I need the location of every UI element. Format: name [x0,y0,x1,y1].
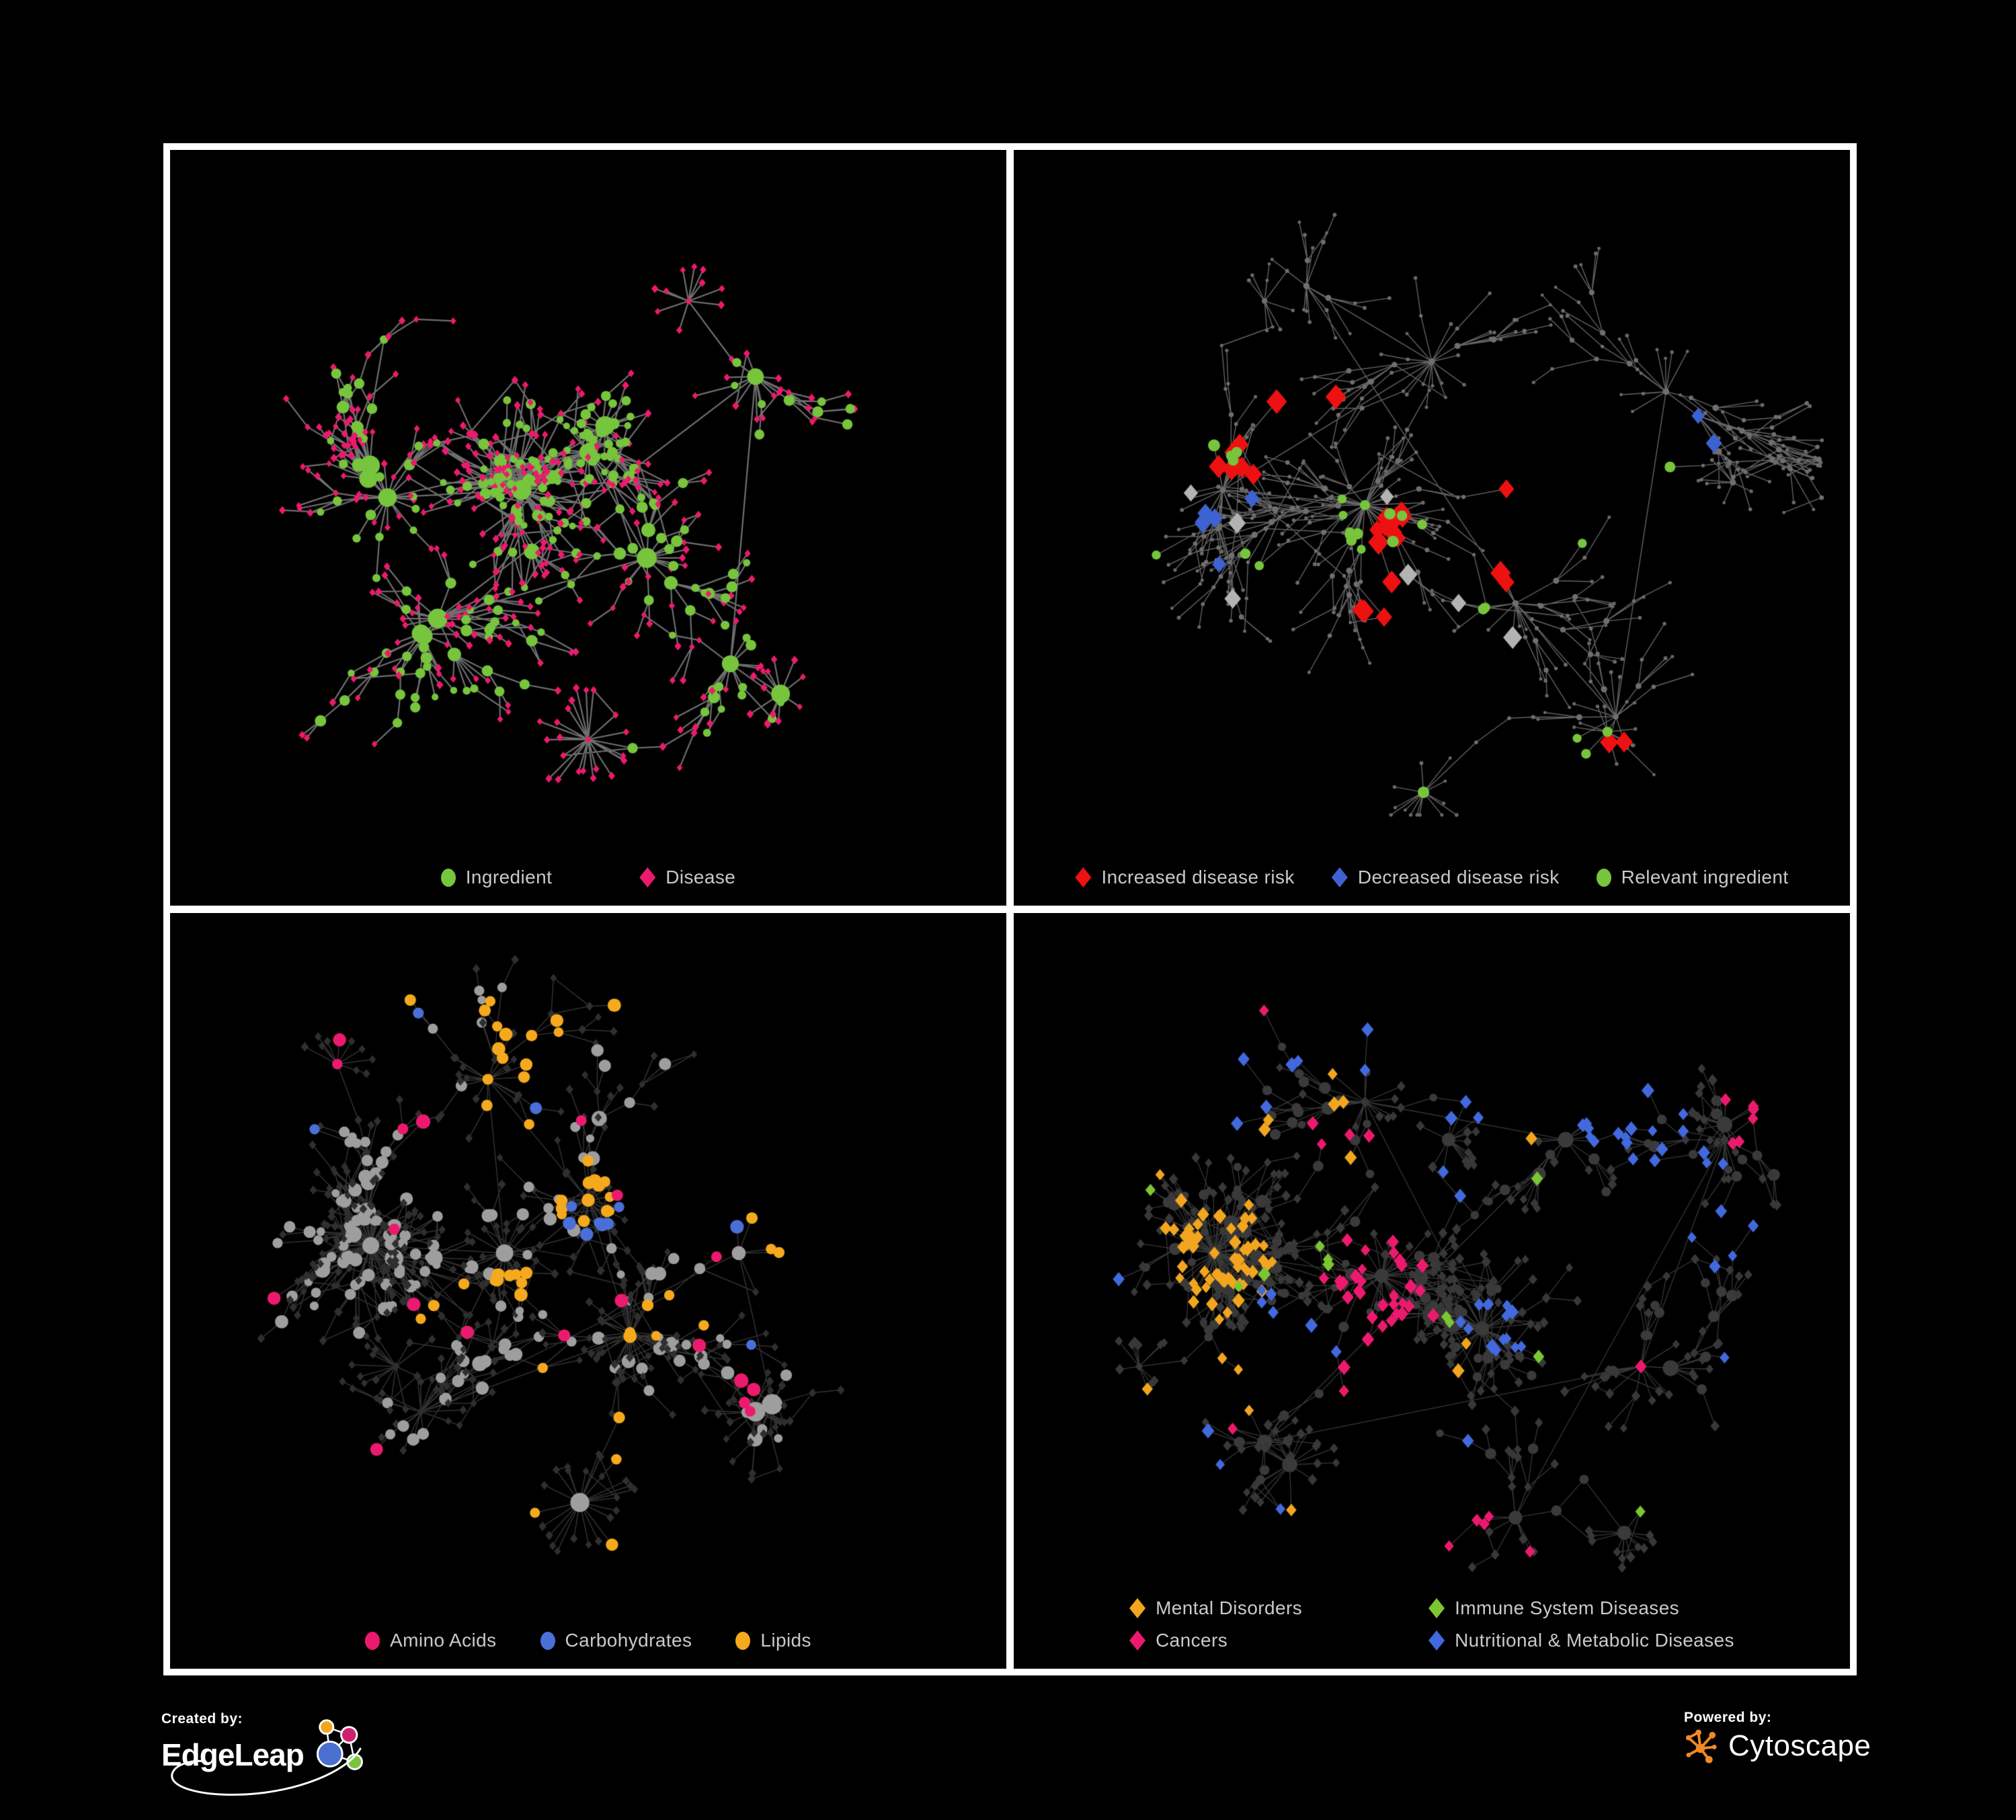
legend-item-decreased-disease-risk: Decreased disease risk [1331,867,1560,888]
edgeleap-logo-icon [316,1719,363,1770]
legend-item-ingredient: Ingredient [440,867,553,888]
legend-item-lipids: Lipids [735,1630,811,1651]
network-canvas-disease-risk [1014,150,1850,906]
cytoscape-wordmark: Cytoscape [1728,1729,1871,1762]
diamond-icon [1428,1630,1445,1651]
network-canvas-macronutrients [170,913,1006,1669]
diamond-icon [1129,1598,1146,1618]
legend-item-disease: Disease [639,867,735,888]
powered-by-label: Powered by: [1684,1710,1772,1725]
cytoscape-logo-icon [1685,1729,1717,1764]
legend-label: Immune System Diseases [1455,1597,1680,1618]
diamond-icon [1428,1598,1445,1618]
network-canvas-ingredient-disease [170,150,1006,906]
panel-macronutrients: Amino Acids Carbohydrates Lipids [170,913,1006,1669]
circle-icon [1596,868,1611,887]
network-canvas-disease-categories [1014,913,1850,1669]
panel-ingredient-disease: Ingredient Disease [170,150,1006,906]
legend-disease-risk: Increased disease risk Decreased disease … [1014,867,1850,888]
legend-label: Decreased disease risk [1357,867,1560,887]
legend-label: Cancers [1156,1630,1228,1651]
circle-icon [365,1631,380,1650]
legend-label: Nutritional & Metabolic Diseases [1455,1630,1734,1651]
legend-label: Increased disease risk [1101,867,1295,887]
legend-item-increased-disease-risk: Increased disease risk [1075,867,1294,888]
legend-item-mental-disorders: Mental Disorders [1129,1597,1392,1619]
created-by-label: Created by: [161,1711,243,1727]
panel-grid: Ingredient Disease Increased disease risk… [163,143,1857,1675]
diamond-icon [1075,867,1092,887]
legend-ingredient-disease: Ingredient Disease [170,867,1006,888]
legend-item-relevant-ingredient: Relevant ingredient [1596,867,1789,888]
panel-disease-risk: Increased disease risk Decreased disease … [1014,150,1850,906]
legend-label: Lipids [760,1630,811,1651]
legend-macronutrients: Amino Acids Carbohydrates Lipids [170,1630,1006,1651]
legend-label: Relevant ingredient [1621,867,1789,887]
legend-item-immune-system-diseases: Immune System Diseases [1428,1597,1734,1619]
diamond-icon [639,867,656,887]
circle-icon [440,868,456,887]
circle-icon [540,1631,555,1650]
edgeleap-wordmark: EdgeLeap [161,1737,305,1772]
legend-label: Amino Acids [390,1630,497,1651]
legend-item-carbohydrates: Carbohydrates [540,1630,692,1651]
legend-label: Disease [666,867,736,887]
legend-disease-categories: Mental Disorders Immune System Diseases Ca… [1014,1597,1850,1651]
legend-label: Carbohydrates [565,1630,692,1651]
legend-label: Mental Disorders [1156,1597,1303,1618]
created-by-block: Created by: EdgeLeap [161,1711,367,1796]
diamond-icon [1129,1630,1146,1651]
legend-item-amino-acids: Amino Acids [365,1630,496,1651]
legend-item-cancers: Cancers [1129,1630,1392,1651]
circle-icon [735,1631,751,1650]
legend-label: Ingredient [465,867,553,887]
legend-item-nutritional-metabolic-diseases: Nutritional & Metabolic Diseases [1428,1630,1734,1651]
panel-disease-categories: Mental Disorders Immune System Diseases Ca… [1014,913,1850,1669]
diamond-icon [1331,867,1348,887]
powered-by-block: Powered by: Cytoscape [1684,1710,1871,1765]
